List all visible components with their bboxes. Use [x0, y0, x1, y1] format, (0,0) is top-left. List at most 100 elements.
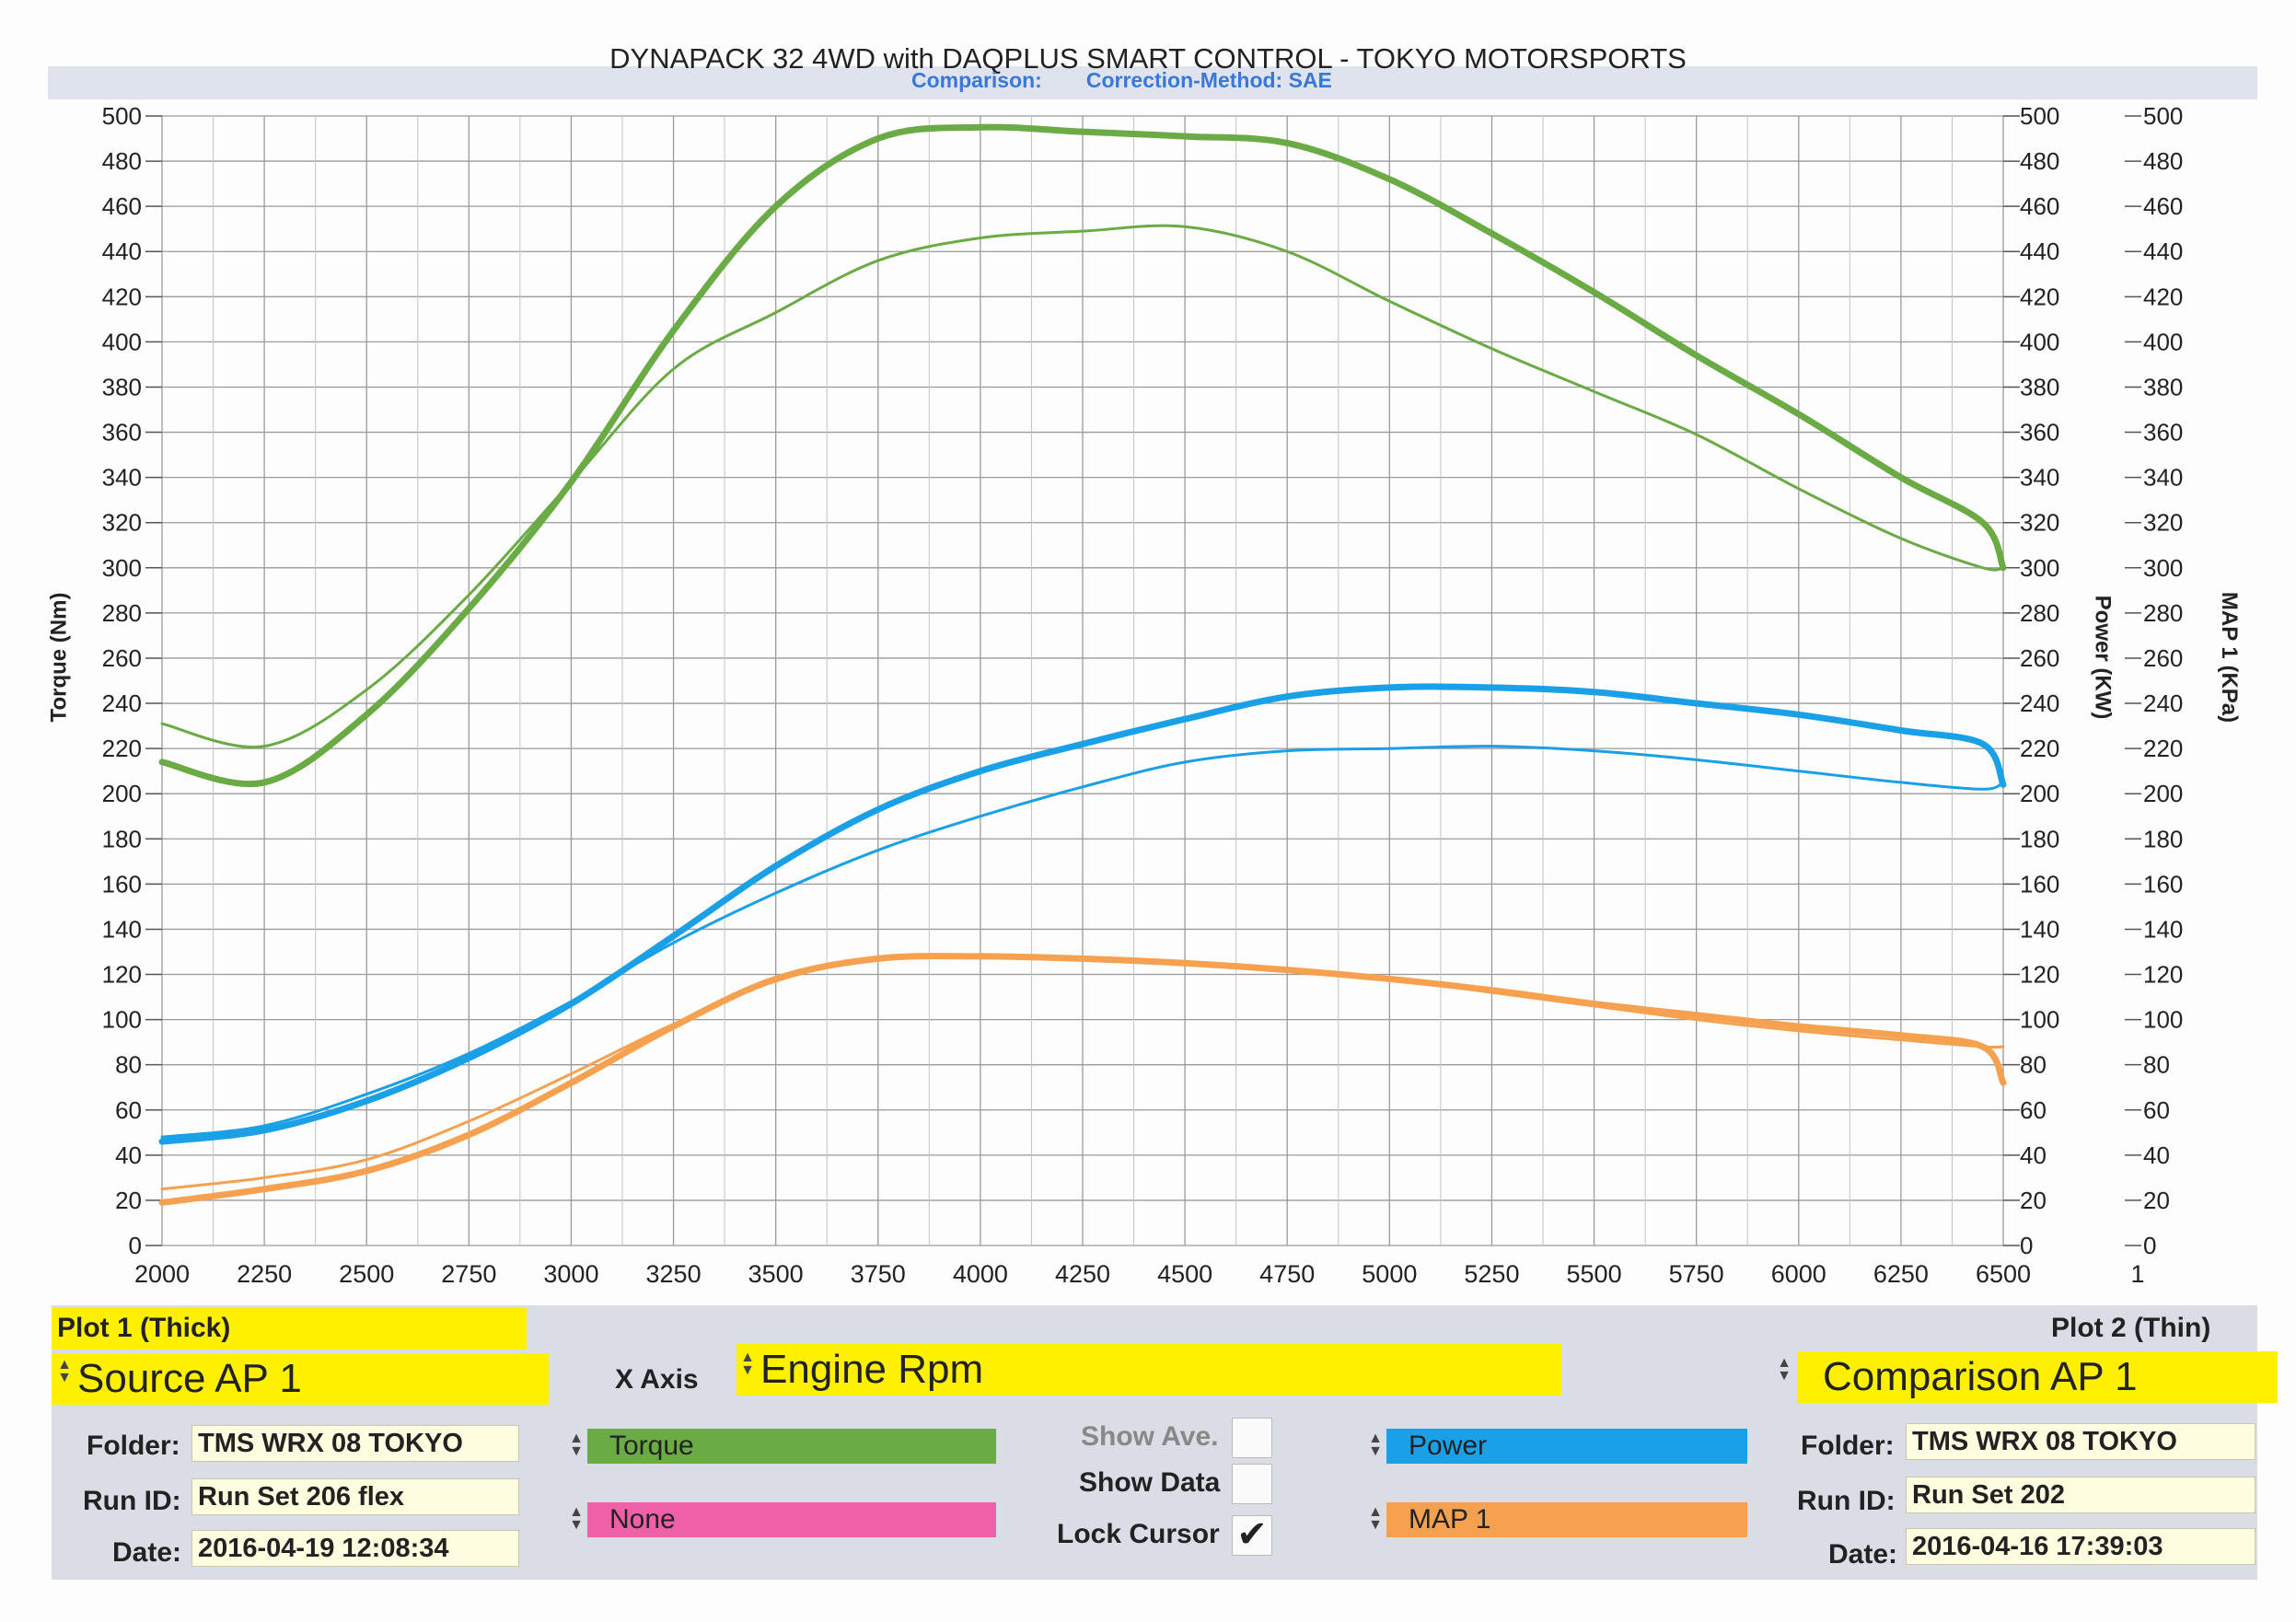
- plot1-source-spinner-icon[interactable]: ▲ ▼: [57, 1357, 72, 1385]
- x-tick-label: 6000: [1771, 1260, 1826, 1288]
- x-tick-label: 3250: [646, 1260, 702, 1288]
- torque-tick-label: 20: [115, 1187, 142, 1214]
- plot1-date-field[interactable]: 2016-04-19 12:08:34: [191, 1530, 519, 1567]
- torque-tick-label: 80: [115, 1051, 142, 1079]
- power-spinner-icon[interactable]: ▲ ▼: [1368, 1431, 1383, 1459]
- plot2-run-field[interactable]: Run Set 202: [1906, 1477, 2255, 1513]
- torque-tick-label: 160: [102, 870, 142, 898]
- channel-select-map[interactable]: MAP 1: [1386, 1502, 1747, 1537]
- torque-tick-label: 300: [102, 554, 142, 582]
- power-tick-label: 420: [2020, 283, 2059, 310]
- torque-axis-label: Torque (Nm): [46, 592, 72, 723]
- plot1-folder-field[interactable]: TMS WRX 08 TOKYO: [191, 1425, 519, 1462]
- lock-cursor-label: Lock Cursor: [1057, 1519, 1220, 1549]
- map-tick-label: 400: [2143, 328, 2183, 355]
- map-tick-label: 500: [2143, 102, 2183, 130]
- map-tick-label: 480: [2143, 147, 2183, 175]
- x-axis-select[interactable]: Engine Rpm: [736, 1344, 1561, 1396]
- x-tick-label: 2750: [441, 1260, 496, 1288]
- control-panel: Plot 1 (Thick) Source AP 1 ▲ ▼ Folder: TM…: [52, 1305, 2278, 1580]
- x-tick-label: 3750: [851, 1260, 906, 1288]
- plot1-folder-label: Folder:: [87, 1431, 180, 1461]
- map-tick-label: 100: [2143, 1006, 2183, 1034]
- torque-tick-label: 0: [129, 1232, 142, 1259]
- map-tick-label: 300: [2143, 554, 2183, 582]
- plot2-source-spinner-icon[interactable]: ▲ ▼: [1777, 1355, 1792, 1384]
- map-spinner-icon[interactable]: ▲ ▼: [1368, 1504, 1383, 1533]
- map-tick-label: 360: [2143, 419, 2183, 446]
- torque-tick-label: 140: [102, 915, 142, 943]
- torque-tick-label: 260: [102, 644, 142, 672]
- x-tick-label: 4500: [1157, 1260, 1212, 1288]
- chart-subtitle: Comparison: Correction-Method: SAE: [911, 68, 1376, 93]
- dyno-chart[interactable]: 0 0 0 20 20 20 40 40 40 60 60 60 80 80 80 100 100 100 120 1…: [0, 0, 2296, 1307]
- torque-tick-label: 240: [102, 689, 142, 717]
- power-tick-label: 240: [2020, 689, 2059, 717]
- torque-tick-label: 200: [102, 780, 142, 807]
- lock-cursor-checkbox[interactable]: ✔: [1232, 1515, 1272, 1556]
- plot2-folder-field[interactable]: TMS WRX 08 TOKYO: [1906, 1423, 2255, 1460]
- plot2-date-label: Date:: [1828, 1539, 1898, 1570]
- power-tick-label: 320: [2020, 509, 2059, 537]
- plot2-folder-label: Folder:: [1801, 1431, 1895, 1461]
- channel-select-torque[interactable]: Torque: [587, 1429, 996, 1464]
- show-ave-label: Show Ave.: [1081, 1421, 1219, 1452]
- power-tick-label: 120: [2020, 961, 2059, 989]
- power-thin-line: [160, 745, 2005, 1139]
- channel-select-power[interactable]: Power: [1386, 1429, 1747, 1464]
- torque-tick-label: 120: [102, 961, 142, 989]
- torque-tick-label: 460: [102, 192, 142, 220]
- map-tick-label: 80: [2143, 1051, 2170, 1079]
- map-tick-label: 260: [2143, 644, 2183, 672]
- torque-tick-label: 220: [102, 735, 142, 762]
- power-tick-label: 260: [2020, 644, 2059, 672]
- torque-tick-label: 500: [102, 102, 142, 130]
- torque-tick-label: 420: [102, 283, 142, 310]
- torque-thin-line: [160, 224, 2005, 749]
- map-tick-label: 120: [2143, 961, 2183, 989]
- map-axis-label: MAP 1 (KPa): [2217, 591, 2243, 724]
- map-tick-label: 60: [2143, 1096, 2170, 1124]
- torque-tick-label: 400: [102, 328, 142, 355]
- plot1-run-field[interactable]: Run Set 206 flex: [191, 1478, 519, 1515]
- none-spinner-icon[interactable]: ▲ ▼: [569, 1504, 584, 1533]
- power-tick-label: 300: [2020, 554, 2059, 582]
- torque-tick-label: 380: [102, 373, 142, 400]
- plot1-source-select[interactable]: Source AP 1: [52, 1353, 549, 1405]
- x-tick-label: 5500: [1567, 1260, 1622, 1288]
- plot2-source-select[interactable]: Comparison AP 1: [1797, 1351, 2278, 1403]
- power-tick-label: 200: [2020, 780, 2059, 807]
- x-tick-label: 6250: [1873, 1260, 1929, 1288]
- torque-tick-label: 60: [115, 1096, 142, 1124]
- power-tick-label: 140: [2020, 915, 2059, 943]
- power-tick-label: 20: [2020, 1187, 2047, 1214]
- channel-select-none[interactable]: None: [587, 1502, 996, 1537]
- chart-series: [158, 123, 2007, 1206]
- show-ave-checkbox[interactable]: [1232, 1418, 1272, 1458]
- power-tick-label: 180: [2020, 825, 2059, 852]
- plot1-run-label: Run ID:: [83, 1486, 181, 1516]
- map-tick-label: 280: [2143, 599, 2183, 627]
- power-tick-label: 460: [2020, 192, 2059, 220]
- power-tick-label: 80: [2020, 1051, 2047, 1079]
- plot2-date-field[interactable]: 2016-04-16 17:39:03: [1906, 1528, 2255, 1565]
- power-tick-label: 480: [2020, 147, 2059, 175]
- comparison-label: Comparison:: [911, 68, 1042, 92]
- power-tick-label: 440: [2020, 238, 2059, 265]
- x-tick-label: 5750: [1669, 1260, 1724, 1288]
- power-tick-label: 280: [2020, 599, 2059, 627]
- x-tick-label: 4250: [1055, 1260, 1110, 1288]
- map-tick-label: 440: [2143, 238, 2183, 265]
- map-tick-label: 460: [2143, 192, 2183, 220]
- map-tick-label: 200: [2143, 780, 2183, 807]
- power-tick-label: 360: [2020, 419, 2059, 446]
- torque-tick-label: 320: [102, 509, 142, 537]
- power-tick-label: 500: [2020, 102, 2059, 130]
- x-axis-spinner-icon[interactable]: ▲ ▼: [740, 1350, 755, 1378]
- torque-spinner-icon[interactable]: ▲ ▼: [569, 1431, 584, 1459]
- map-tick-label: 420: [2143, 283, 2183, 310]
- show-data-checkbox[interactable]: [1232, 1464, 1272, 1504]
- torque-tick-label: 440: [102, 238, 142, 265]
- map-tick-label: 0: [2143, 1232, 2156, 1259]
- power-tick-label: 380: [2020, 373, 2059, 400]
